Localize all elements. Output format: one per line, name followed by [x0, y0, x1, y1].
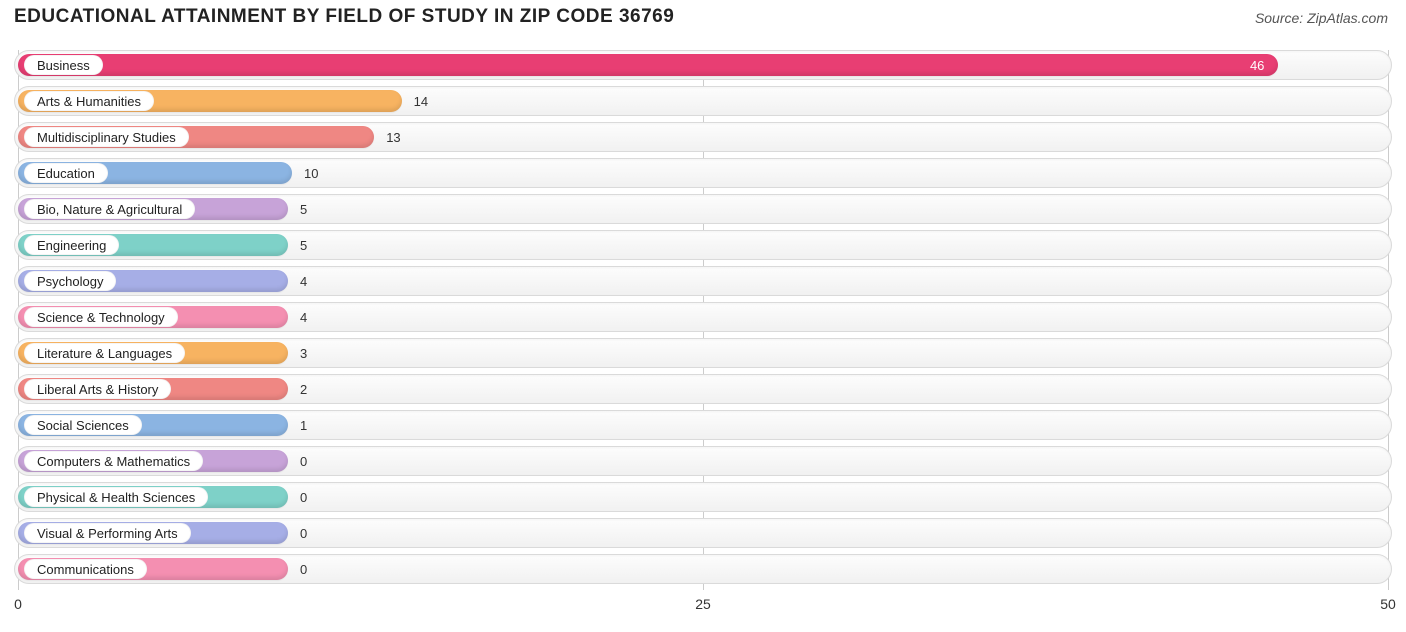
bar-value: 13	[380, 122, 406, 152]
chart-row: Multidisciplinary Studies 13	[14, 122, 1392, 152]
bar-value: 46	[1244, 50, 1278, 80]
bar-value: 5	[294, 230, 313, 260]
bar-label-pill: Psychology	[24, 271, 116, 291]
chart-row: Business 46	[14, 50, 1392, 80]
bar-label-pill: Social Sciences	[24, 415, 142, 435]
bar-value: 10	[298, 158, 324, 188]
bar-value: 0	[294, 446, 313, 476]
bar-label-pill: Arts & Humanities	[24, 91, 154, 111]
chart-plot-area: Business46Arts & Humanities14Multidiscip…	[14, 50, 1392, 590]
bar-value: 4	[294, 266, 313, 296]
bar-value: 5	[294, 194, 313, 224]
bar	[18, 54, 1278, 76]
chart-title: EDUCATIONAL ATTAINMENT BY FIELD OF STUDY…	[14, 6, 674, 28]
chart-row: Engineering 5	[14, 230, 1392, 260]
chart-row: Science & Technology 4	[14, 302, 1392, 332]
chart-row: Education 10	[14, 158, 1392, 188]
axis-tick: 0	[14, 596, 22, 612]
bar-label-pill: Business	[24, 55, 103, 75]
bar-label-pill: Multidisciplinary Studies	[24, 127, 189, 147]
bar-label-pill: Computers & Mathematics	[24, 451, 203, 471]
bar-label-pill: Communications	[24, 559, 147, 579]
chart-source: Source: ZipAtlas.com	[1255, 10, 1388, 26]
bar-label-pill: Education	[24, 163, 108, 183]
chart-row: Liberal Arts & History 2	[14, 374, 1392, 404]
chart-row: Psychology 4	[14, 266, 1392, 296]
bar-value: 4	[294, 302, 313, 332]
chart-x-axis: 02550	[14, 596, 1392, 620]
bar-label-pill: Engineering	[24, 235, 119, 255]
chart-row: Communications 0	[14, 554, 1392, 584]
bar-value: 2	[294, 374, 313, 404]
bar-label-pill: Liberal Arts & History	[24, 379, 171, 399]
axis-tick: 25	[695, 596, 711, 612]
bar-value: 14	[408, 86, 434, 116]
chart-row: Visual & Performing Arts 0	[14, 518, 1392, 548]
bar-value: 0	[294, 554, 313, 584]
bar-label-pill: Literature & Languages	[24, 343, 185, 363]
bar-label-pill: Physical & Health Sciences	[24, 487, 208, 507]
chart-row: Bio, Nature & Agricultural 5	[14, 194, 1392, 224]
bar-label-pill: Visual & Performing Arts	[24, 523, 191, 543]
bar-value: 0	[294, 482, 313, 512]
chart-row: Arts & Humanities 14	[14, 86, 1392, 116]
chart-row: Computers & Mathematics 0	[14, 446, 1392, 476]
bar-value: 1	[294, 410, 313, 440]
chart-row: Literature & Languages 3	[14, 338, 1392, 368]
bar-label-pill: Bio, Nature & Agricultural	[24, 199, 195, 219]
axis-tick: 50	[1380, 596, 1396, 612]
bar-value: 0	[294, 518, 313, 548]
chart-row: Social Sciences 1	[14, 410, 1392, 440]
chart-container: EDUCATIONAL ATTAINMENT BY FIELD OF STUDY…	[0, 0, 1406, 632]
chart-row: Physical & Health Sciences 0	[14, 482, 1392, 512]
bar-value: 3	[294, 338, 313, 368]
bar-label-pill: Science & Technology	[24, 307, 178, 327]
chart-rows: Business46Arts & Humanities14Multidiscip…	[14, 50, 1392, 590]
